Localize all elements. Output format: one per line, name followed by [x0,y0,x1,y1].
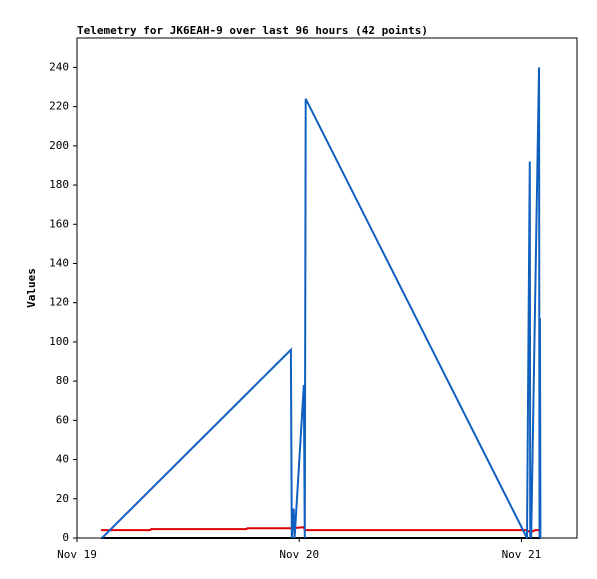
y-tick-label: 220 [49,100,69,113]
y-tick-label: 80 [56,374,69,387]
y-tick-label: 180 [49,178,69,191]
y-tick-label: 40 [56,453,69,466]
y-tick-label: 120 [49,296,69,309]
y-tick-label: 0 [62,531,69,544]
series-line [101,526,540,534]
y-tick-label: 60 [56,413,69,426]
y-tick-label: 20 [56,492,69,505]
y-axis-label: Values [25,268,38,308]
x-tick-label: Nov 19 [57,548,97,561]
y-tick-label: 100 [49,335,69,348]
plot-frame [76,37,578,539]
x-tick-label: Nov 21 [502,548,542,561]
y-tick-label: 240 [49,60,69,73]
y-tick-label: 200 [49,139,69,152]
y-tick-label: 160 [49,217,69,230]
x-tick-label: Nov 20 [279,548,319,561]
chart-title: Telemetry for JK6EAH-9 over last 96 hour… [77,24,428,37]
series-line [101,67,542,539]
y-tick-label: 140 [49,256,69,269]
